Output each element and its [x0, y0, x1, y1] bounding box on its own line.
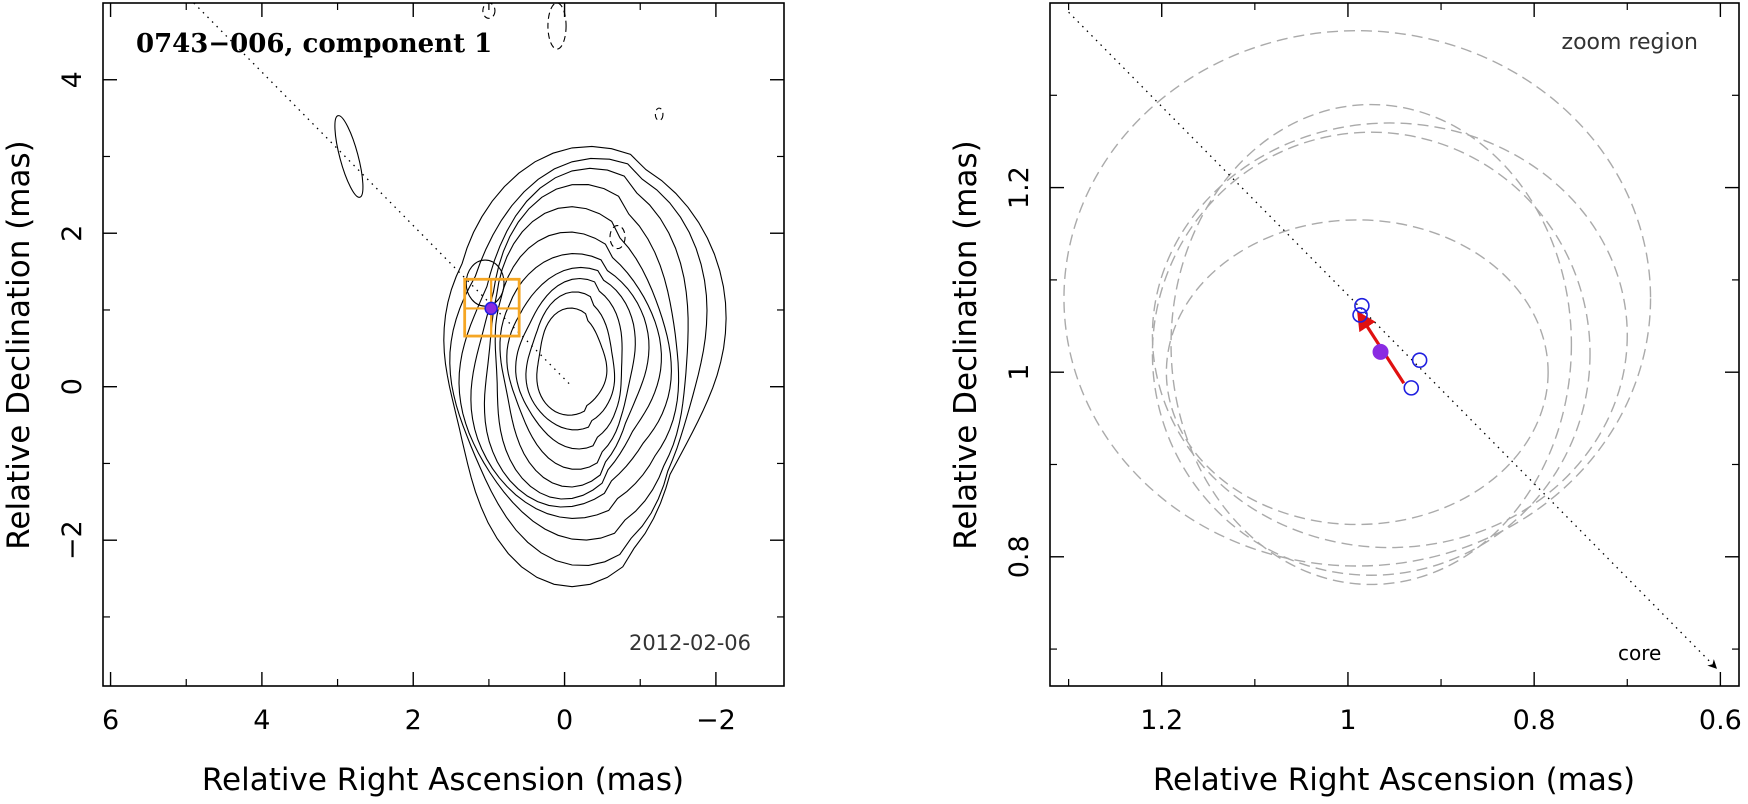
- negative-contour: [482, 3, 496, 19]
- left-contours: [334, 3, 727, 588]
- contour-level: [443, 145, 727, 588]
- contour-level: [506, 266, 636, 470]
- right-error-ellipses: [1063, 29, 1652, 586]
- left-x-tick-label: 0: [556, 705, 573, 736]
- right-zoom-annotation: zoom region: [1562, 30, 1698, 55]
- contour-island: [334, 115, 364, 198]
- right-y-tick-label: 1.2: [1004, 166, 1035, 209]
- error-ellipse: [1151, 131, 1591, 576]
- error-ellipse: [1170, 103, 1573, 586]
- left-y-tick-label: 2: [57, 225, 88, 242]
- left-jet-axis: [193, 2, 573, 388]
- contour-level: [494, 231, 662, 500]
- right-mean-position: [1372, 343, 1389, 360]
- error-ellipse: [1063, 29, 1652, 567]
- left-y-tick-label: 0: [57, 378, 88, 395]
- left-x-tick-label: 6: [102, 705, 119, 736]
- contour-level: [483, 206, 672, 508]
- left-epoch-label: 2012-02-06: [629, 631, 751, 655]
- contour-level: [536, 307, 608, 416]
- right-y-tick-label: 1: [1004, 364, 1035, 381]
- right-epoch-positions: [1352, 297, 1428, 396]
- right-ticks: 1.2 1 0.8 0.6 0.8 1 1.2: [1004, 3, 1742, 736]
- left-component-marker: [484, 301, 498, 316]
- left-x-tick-label: 2: [405, 705, 422, 736]
- contour-level: [515, 277, 623, 450]
- epoch-position: [1411, 352, 1428, 368]
- right-x-tick-label: 1: [1339, 705, 1356, 736]
- error-ellipse: [1165, 219, 1549, 526]
- left-ticks: 6 4 2 0 −2 −2 0 2 4: [57, 3, 784, 736]
- left-x-axis-label: Relative Right Ascension (mas): [202, 762, 684, 798]
- contour-level: [499, 253, 650, 488]
- right-core-label: core: [1618, 641, 1661, 665]
- left-y-tick-label: −2: [57, 520, 88, 560]
- contour-level: [449, 157, 708, 566]
- contour-level: [525, 291, 616, 431]
- left-x-tick-label: −2: [696, 705, 736, 736]
- left-plot-frame: [102, 2, 785, 687]
- right-jet-axis: [1068, 11, 1718, 669]
- left-panel-title: 0743−006, component 1: [136, 29, 492, 59]
- left-x-tick-label: 4: [253, 705, 270, 736]
- right-y-tick-label: 0.8: [1004, 535, 1035, 578]
- negative-contour: [654, 107, 664, 121]
- right-x-tick-label: 0.6: [1699, 705, 1742, 736]
- right-y-axis-label: Relative Declination (mas): [948, 140, 984, 550]
- error-ellipse: [1151, 122, 1628, 549]
- left-y-tick-label: 4: [57, 71, 88, 88]
- contour-level: [458, 167, 689, 541]
- right-x-tick-label: 1.2: [1140, 705, 1183, 736]
- contour-level: [470, 184, 680, 519]
- negative-contour: [609, 225, 626, 250]
- right-x-tick-label: 0.8: [1513, 705, 1556, 736]
- epoch-position: [1354, 297, 1370, 314]
- epoch-position: [1352, 307, 1368, 323]
- right-panel: 1.2 1 0.8 0.6 0.8 1 1.2 zoom region core Relat…: [948, 2, 1742, 798]
- epoch-position: [1403, 380, 1420, 396]
- right-x-axis-label: Relative Right Ascension (mas): [1153, 762, 1635, 798]
- left-y-axis-label: Relative Declination (mas): [1, 140, 37, 550]
- negative-contour: [547, 3, 567, 50]
- left-panel: 6 4 2 0 −2 −2 0 2 4 0743−006, component 1 2012-0…: [1, 2, 785, 798]
- right-plot-frame: [1049, 2, 1740, 687]
